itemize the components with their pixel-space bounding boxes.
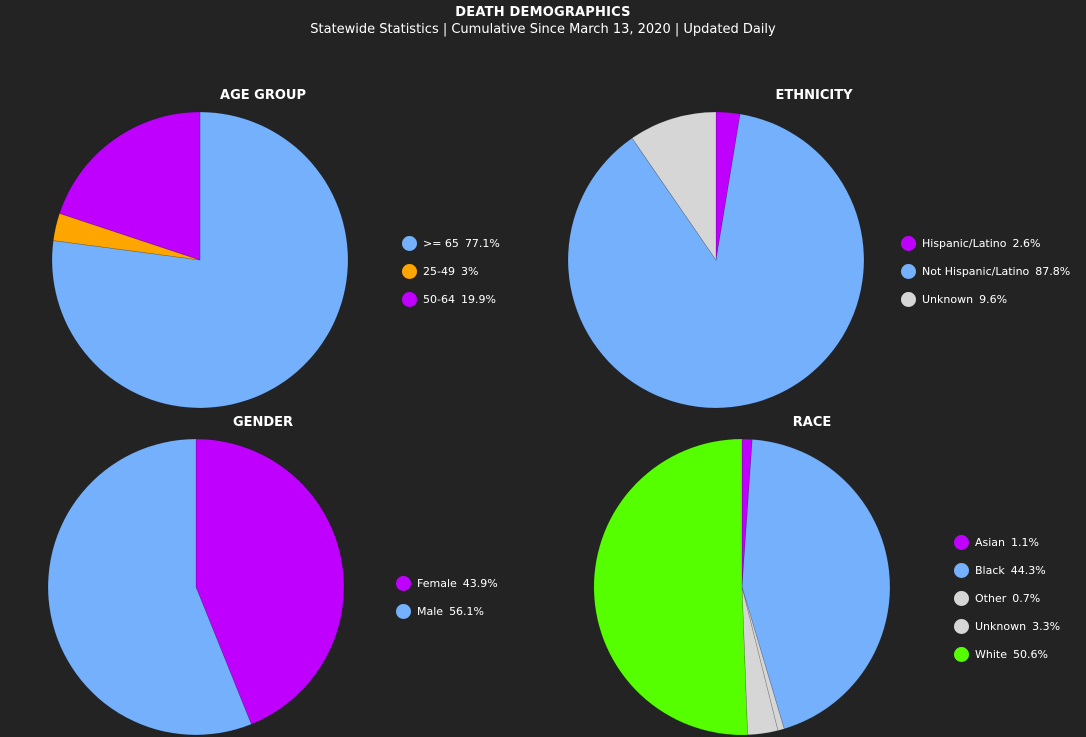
- legend-swatch-icon: [954, 646, 969, 662]
- legend-percentage: 43.9%: [462, 576, 498, 590]
- legend-label: Asian: [975, 535, 1006, 549]
- page-title: DEATH DEMOGRAPHICS: [455, 5, 631, 20]
- age-group-legend: >= 65 77.1% 25-49 3% 50-64 19.9%: [402, 229, 500, 313]
- legend-swatch-icon: [954, 590, 969, 606]
- race-slice-other[interactable]: [741, 586, 785, 731]
- legend-swatch-icon: [396, 603, 411, 619]
- legend-label: Unknown: [975, 619, 1027, 633]
- age-legend-item-25-49[interactable]: 25-49 3%: [402, 257, 500, 285]
- ethnicity-slice-not-hispanic-latino[interactable]: [567, 113, 865, 409]
- legend-percentage: 1.1%: [1011, 535, 1039, 549]
- legend-label: Unknown: [922, 292, 974, 306]
- dashboard-header: DEATH DEMOGRAPHICS Statewide Statistics …: [0, 4, 1086, 39]
- legend-label: White: [975, 647, 1007, 661]
- ethnicity-slice-unknown[interactable]: [631, 111, 717, 261]
- gender-legend-item-female[interactable]: Female 43.9%: [396, 569, 498, 597]
- page-subtitle: Statewide Statistics | Cumulative Since …: [310, 22, 776, 37]
- legend-percentage: 19.9%: [460, 292, 496, 306]
- age-slice-65[interactable]: [51, 111, 349, 409]
- legend-label: 25-49: [423, 264, 455, 278]
- legend-label: Black: [975, 563, 1005, 577]
- age-legend-item-50-64[interactable]: 50-64 19.9%: [402, 285, 500, 313]
- ethnicity-legend-item-unknown[interactable]: Unknown 9.6%: [901, 285, 1070, 313]
- legend-swatch-icon: [402, 263, 417, 279]
- ethnicity-title: ETHNICITY: [775, 88, 853, 103]
- legend-percentage: 2.6%: [1012, 236, 1041, 250]
- legend-label: Female: [417, 576, 457, 590]
- legend-label: Not Hispanic/Latino: [922, 264, 1030, 278]
- race-slice-white[interactable]: [593, 438, 748, 736]
- ethnicity-legend-item-hispanic-latino[interactable]: Hispanic/Latino 2.6%: [901, 229, 1070, 257]
- legend-percentage: 44.3%: [1010, 563, 1046, 577]
- ethnicity-legend: Hispanic/Latino 2.6% Not Hispanic/Latino 87…: [901, 229, 1070, 313]
- race-legend: Asian 1.1% Black 44.3% Other 0.7% Unknown 3.3% W…: [954, 528, 1060, 668]
- legend-swatch-icon: [402, 291, 417, 307]
- legend-label: Other: [975, 591, 1007, 605]
- race-legend-item-black[interactable]: Black 44.3%: [954, 556, 1060, 584]
- race-slice-asian[interactable]: [741, 438, 753, 588]
- legend-percentage: 0.7%: [1012, 591, 1041, 605]
- ethnicity-legend-item-not-hispanic-latino[interactable]: Not Hispanic/Latino 87.8%: [901, 257, 1070, 285]
- ethnicity-pie-chart: [567, 111, 865, 409]
- gender-title: GENDER: [232, 415, 294, 430]
- legend-percentage: 77.1%: [464, 236, 500, 250]
- legend-percentage: 9.6%: [979, 292, 1008, 306]
- race-legend-item-other[interactable]: Other 0.7%: [954, 584, 1060, 612]
- gender-pie-chart: [47, 438, 345, 736]
- gender-legend: Female 43.9% Male 56.1%: [396, 569, 498, 625]
- age-legend-item-65[interactable]: >= 65 77.1%: [402, 229, 500, 257]
- legend-percentage: 3.3%: [1032, 619, 1061, 633]
- legend-swatch-icon: [402, 235, 417, 251]
- legend-swatch-icon: [954, 618, 969, 634]
- legend-percentage: 56.1%: [449, 604, 485, 618]
- legend-label: >= 65: [423, 236, 459, 250]
- legend-percentage: 50.6%: [1013, 647, 1048, 661]
- race-legend-item-unknown[interactable]: Unknown 3.3%: [954, 612, 1060, 640]
- age-group-title: AGE GROUP: [220, 88, 306, 103]
- legend-swatch-icon: [954, 534, 969, 550]
- age-slice-25-49[interactable]: [52, 213, 201, 261]
- legend-swatch-icon: [901, 263, 916, 279]
- age-slice-50-64[interactable]: [59, 111, 201, 261]
- age-group-pie-chart: [51, 111, 349, 409]
- ethnicity-slice-hispanic-latino[interactable]: [715, 111, 741, 261]
- legend-label: Male: [417, 604, 444, 618]
- race-pie-chart: [593, 438, 891, 736]
- race-legend-item-asian[interactable]: Asian 1.1%: [954, 528, 1060, 556]
- legend-swatch-icon: [901, 291, 916, 307]
- legend-swatch-icon: [396, 575, 411, 591]
- race-slice-black[interactable]: [741, 439, 891, 730]
- legend-swatch-icon: [901, 235, 916, 251]
- gender-legend-item-male[interactable]: Male 56.1%: [396, 597, 498, 625]
- gender-slice-female[interactable]: [195, 438, 345, 725]
- legend-percentage: 3%: [460, 264, 479, 278]
- legend-label: Hispanic/Latino: [922, 236, 1007, 250]
- legend-swatch-icon: [954, 562, 969, 578]
- race-legend-item-white[interactable]: White 50.6%: [954, 640, 1060, 668]
- legend-percentage: 87.8%: [1035, 264, 1071, 278]
- race-title: RACE: [792, 415, 832, 430]
- legend-label: 50-64: [423, 292, 455, 306]
